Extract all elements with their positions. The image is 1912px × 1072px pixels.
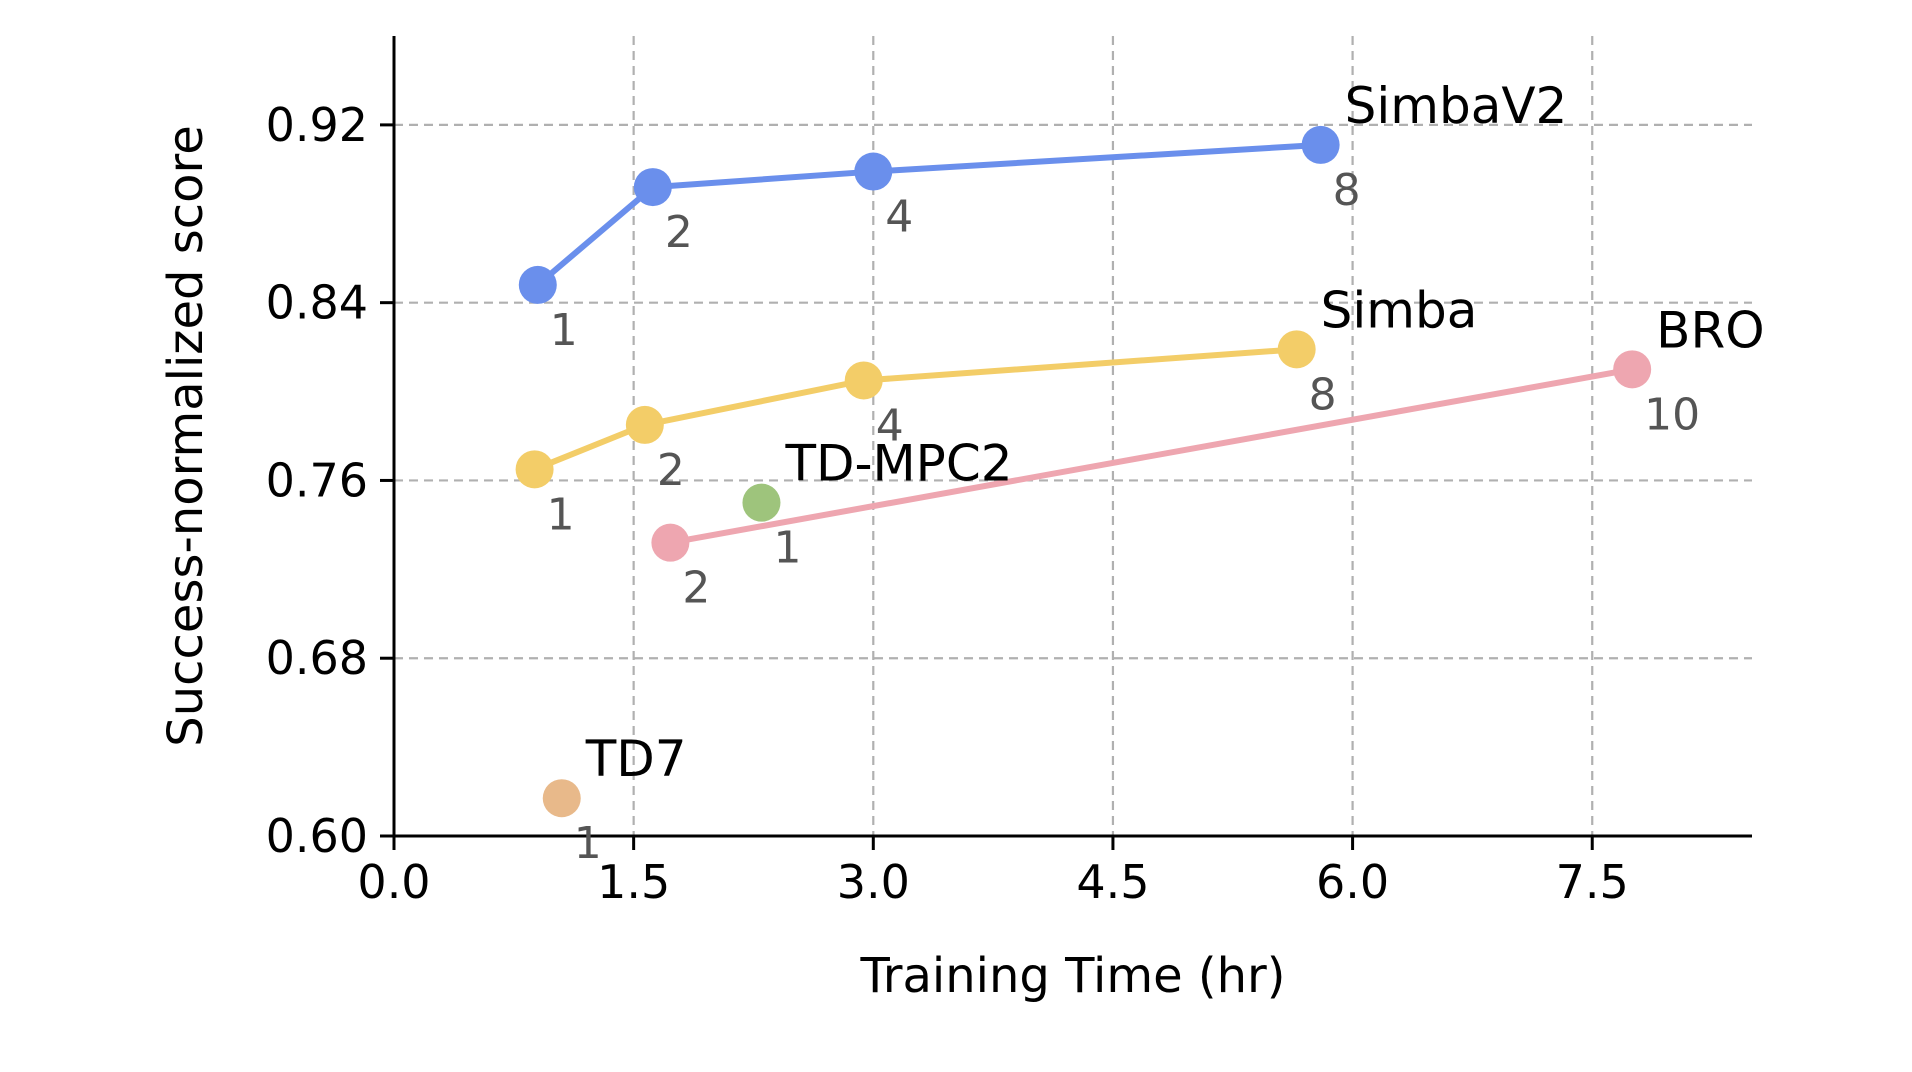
ticks: 0.0 1.5 3.0 4.5 6.0 7.5 0.60 0.68 0.76 0.84 0.92: [266, 98, 1629, 909]
y-tick-label: 0.76: [266, 453, 368, 507]
point-label-simbav2: 4: [885, 192, 913, 243]
point-label-simba: 1: [547, 489, 575, 540]
series-line-simbav2: [535, 141, 1321, 288]
data-point-td7: [542, 779, 581, 818]
series-label-td-mpc2: TD-MPC2: [784, 435, 1012, 493]
series-line-bro: [669, 366, 1633, 546]
point-label-bro: 10: [1644, 389, 1700, 440]
y-tick-label: 0.68: [266, 631, 368, 685]
data-point-simba: [625, 405, 664, 444]
data-point-bro: [651, 523, 690, 562]
data-point-simbav2: [854, 152, 893, 191]
series-td-mpc2: [742, 483, 781, 522]
point-label-simba: 8: [1309, 369, 1337, 420]
axes: [392, 36, 1752, 838]
point-label-bro: 2: [682, 563, 710, 614]
series-label-simba: Simba: [1321, 281, 1478, 339]
point-label-td-mpc2: 1: [773, 523, 801, 574]
point-label-td7: 1: [574, 818, 602, 869]
data-point-simba: [515, 450, 554, 489]
y-axis-title: Success-normalized score: [158, 125, 214, 747]
series-label-simbav2: SimbaV2: [1345, 77, 1568, 135]
point-label-simba: 4: [876, 400, 904, 451]
series-bro: [651, 350, 1652, 562]
series-simbav2: [518, 125, 1340, 304]
series-line-simba: [533, 346, 1297, 473]
x-tick-label: 3.0: [837, 855, 910, 909]
labels: 1 2 4 8 SimbaV2 1 2 4 8 Simba 2 10 BRO 1 TD-MPC2 1 TD7: [547, 77, 1765, 869]
x-axis-title: Training Time (hr): [860, 948, 1286, 1004]
data-point-simba: [844, 361, 883, 400]
series-td7: [542, 779, 581, 818]
data-point-bro: [1613, 350, 1652, 389]
series-label-bro: BRO: [1656, 301, 1764, 359]
data-point-simbav2: [633, 168, 672, 207]
x-tick-label: 1.5: [597, 855, 670, 909]
x-tick-label: 7.5: [1556, 855, 1629, 909]
point-label-simbav2: 2: [665, 207, 693, 258]
data-point-td-mpc2: [742, 483, 781, 522]
x-tick-label: 4.5: [1076, 855, 1149, 909]
data-point-simba: [1277, 330, 1316, 369]
point-label-simba: 2: [657, 445, 685, 496]
grid: [394, 36, 1752, 836]
point-label-simbav2: 1: [550, 305, 578, 356]
x-tick-label: 0.0: [357, 855, 430, 909]
x-tick-label: 6.0: [1316, 855, 1389, 909]
y-tick-label: 0.60: [266, 809, 368, 863]
data-point-simbav2: [1301, 125, 1340, 164]
point-label-simbav2: 8: [1333, 165, 1361, 216]
y-tick-label: 0.92: [266, 98, 368, 152]
data-point-simbav2: [518, 265, 557, 304]
series-label-td7: TD7: [585, 730, 687, 788]
series-simba: [515, 330, 1316, 489]
y-tick-label: 0.84: [266, 276, 368, 330]
plot-area: [515, 125, 1652, 818]
